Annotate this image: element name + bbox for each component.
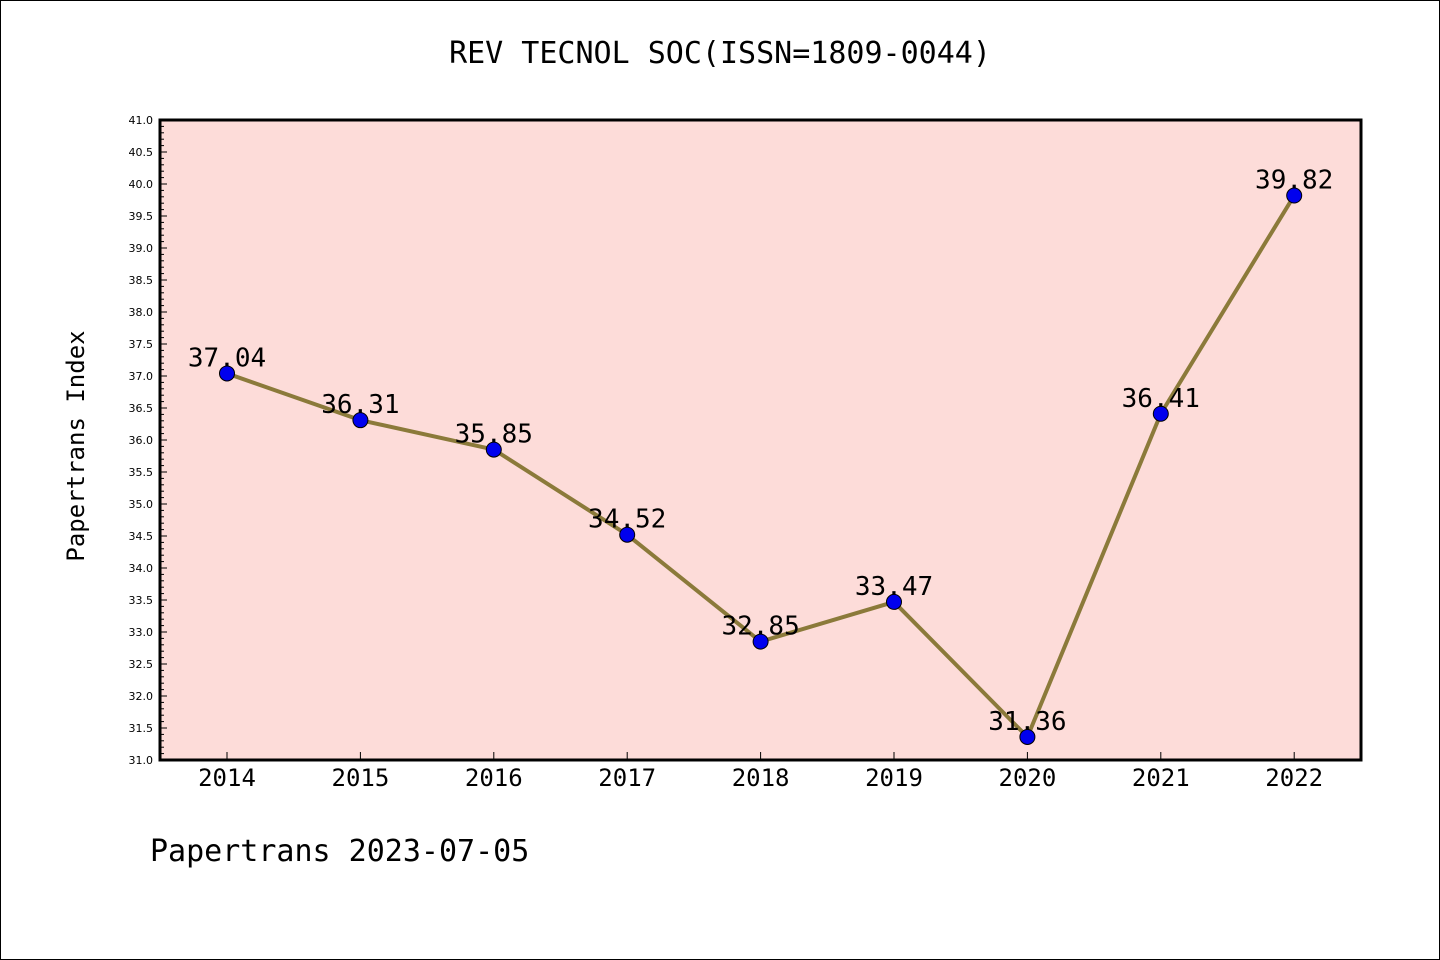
y-tick-label-6: 34.0 bbox=[129, 562, 154, 575]
data-labels: 37.04 36.31 35.85 34.52 32.85 33.47 31.36 36.41… bbox=[188, 166, 1333, 737]
data-point-2015 bbox=[352, 412, 369, 429]
x-axis: 2014 2015 2016 2017 2018 2019 2020 2021 2022 bbox=[198, 752, 1323, 792]
plot-area bbox=[158, 118, 1363, 762]
y-tick-label-19: 40.5 bbox=[129, 146, 154, 159]
y-tick-label-3: 32.5 bbox=[129, 658, 154, 671]
data-label-2015: 36.31 bbox=[321, 390, 399, 420]
data-markers bbox=[219, 187, 1303, 745]
data-label-2020: 31.36 bbox=[988, 707, 1066, 737]
x-tick-label-2022: 2022 bbox=[1265, 764, 1323, 792]
y-tick-label-15: 38.5 bbox=[129, 274, 154, 287]
x-tick-label-2014: 2014 bbox=[198, 764, 256, 792]
data-label-2021: 36.41 bbox=[1122, 384, 1200, 414]
x-tick-label-2017: 2017 bbox=[598, 764, 656, 792]
x-tick-label-2021: 2021 bbox=[1132, 764, 1190, 792]
data-point-2016 bbox=[485, 441, 502, 458]
data-label-2014: 37.04 bbox=[188, 343, 266, 373]
data-point-2022 bbox=[1286, 187, 1303, 204]
data-point-2017 bbox=[619, 526, 636, 543]
y-tick-label-9: 35.5 bbox=[129, 466, 154, 479]
y-tick-label-8: 35.0 bbox=[129, 498, 154, 511]
y-tick-label-12: 37.0 bbox=[129, 370, 154, 383]
data-point-2019 bbox=[886, 593, 902, 610]
data-point-2021 bbox=[1152, 405, 1169, 422]
data-label-2018: 32.85 bbox=[721, 612, 799, 642]
data-label-2022: 39.82 bbox=[1255, 166, 1333, 196]
data-point-2018 bbox=[752, 633, 769, 650]
data-point-2014 bbox=[219, 365, 235, 382]
data-point-2020 bbox=[1019, 728, 1036, 745]
y-axis: 31.0 31.5 32.0 32.5 33.0 33.5 34.0 34.5 35.0 35.5… bbox=[129, 114, 167, 767]
y-tick-label-4: 33.0 bbox=[129, 626, 154, 639]
y-tick-label-7: 34.5 bbox=[129, 530, 154, 543]
y-tick-label-10: 36.0 bbox=[129, 434, 154, 447]
y-tick-label-0: 31.0 bbox=[129, 754, 154, 767]
y-tick-label-2: 32.0 bbox=[129, 690, 154, 703]
y-tick-label-17: 39.5 bbox=[129, 210, 154, 223]
y-tick-label-14: 38.0 bbox=[129, 306, 154, 319]
y-tick-label-18: 40.0 bbox=[129, 178, 154, 191]
y-tick-label-11: 36.5 bbox=[129, 402, 154, 415]
chart-title: REV TECNOL SOC(ISSN=1809-0044) bbox=[449, 36, 991, 71]
y-tick-label-5: 33.5 bbox=[129, 594, 154, 607]
x-tick-label-2018: 2018 bbox=[732, 764, 790, 792]
y-tick-label-13: 37.5 bbox=[129, 338, 154, 351]
y-tick-label-16: 39.0 bbox=[129, 242, 154, 255]
footer-note: Papertrans 2023-07-05 bbox=[150, 834, 530, 869]
y-tick-label-1: 31.5 bbox=[129, 722, 154, 735]
x-tick-label-2015: 2015 bbox=[332, 764, 390, 792]
x-tick-label-2016: 2016 bbox=[465, 764, 523, 792]
y-axis-title: Papertrans Index bbox=[62, 330, 90, 561]
data-label-2019: 33.47 bbox=[855, 572, 933, 602]
y-tick-label-20: 41.0 bbox=[129, 114, 154, 127]
data-label-2016: 35.85 bbox=[455, 420, 533, 450]
x-tick-label-2019: 2019 bbox=[865, 764, 923, 792]
data-label-2017: 34.52 bbox=[588, 505, 666, 535]
x-tick-label-2020: 2020 bbox=[999, 764, 1057, 792]
